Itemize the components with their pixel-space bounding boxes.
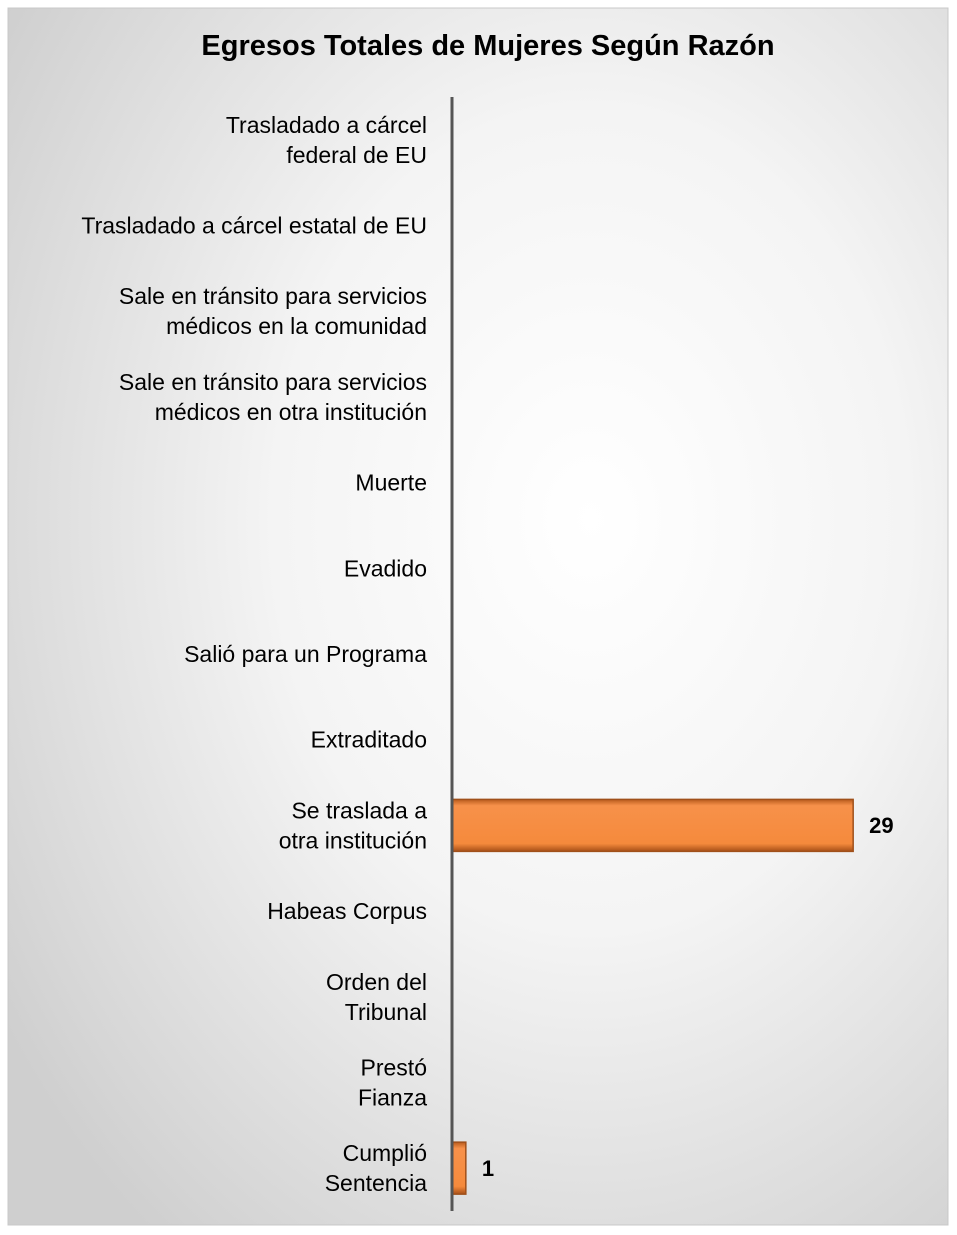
y-tick-label: Prestó Fianza	[358, 1054, 427, 1110]
y-tick-label: Sale en tránsito para servicios médicos e…	[119, 369, 427, 425]
y-tick-label: Habeas Corpus	[267, 898, 427, 924]
bar	[451, 798, 854, 853]
y-tick-label: Sale en tránsito para servicios médicos e…	[119, 283, 427, 339]
chart-title: Egresos Totales de Mujeres Según Razón	[201, 30, 774, 62]
y-tick-label: Extraditado	[311, 727, 427, 753]
y-tick-label: Muerte	[355, 470, 427, 496]
data-label: 1	[482, 1156, 494, 1181]
bar	[451, 1141, 467, 1195]
y-tick-label: Orden del Tribunal	[326, 969, 427, 1025]
y-tick-label: Trasladado a cárcel federal de EU	[226, 112, 427, 168]
y-tick-label: Salió para un Programa	[184, 641, 427, 667]
y-tick-label: Se traslada a otra institución	[279, 797, 428, 853]
y-tick-label: Cumplió Sentencia	[325, 1140, 428, 1196]
data-label: 29	[869, 813, 893, 838]
y-tick-label: Trasladado a cárcel estatal de EU	[81, 213, 427, 239]
chart-background	[7, 7, 949, 1226]
y-tick-label: Evadido	[344, 555, 427, 581]
